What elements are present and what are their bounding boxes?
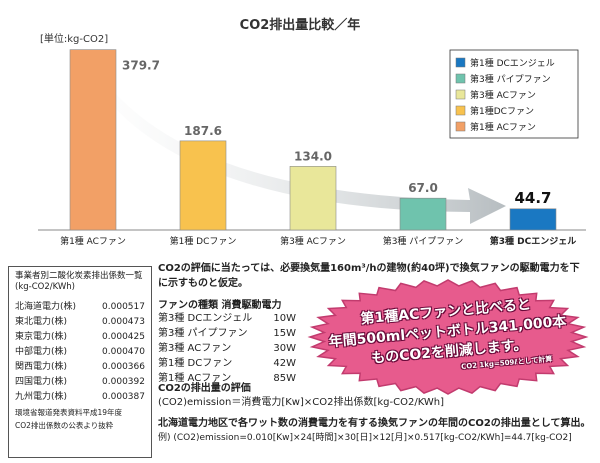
coef-table-unit: (kg-CO2/KWh) bbox=[15, 282, 75, 293]
coef-row: 四国電力(株) 0.000392 bbox=[15, 375, 145, 390]
reduction-callout: 第1種ACファンと比べると 年間500mlペットボトル341,000本 ものCO… bbox=[306, 276, 590, 398]
bar-1 bbox=[179, 140, 227, 231]
coef-row: 東北電力(株) 0.000473 bbox=[15, 315, 145, 330]
coef-table-title: 事業者別二酸化炭素排出係数一覧 bbox=[15, 271, 143, 281]
legend-swatch-0 bbox=[455, 57, 466, 68]
callout-burst-shape bbox=[307, 279, 589, 395]
power-row: 第3種 パイプファン 15W bbox=[158, 326, 296, 341]
fan-power: 85W bbox=[273, 373, 296, 384]
data-label-3: 67.0 bbox=[408, 181, 438, 195]
power-row: 第1種 ACファン 85W bbox=[158, 371, 296, 386]
legend-entry-0: 第1種 DCエンジェル bbox=[470, 57, 555, 69]
legend-swatch-1 bbox=[455, 73, 466, 84]
legend-entry-2: 第3種 ACファン bbox=[470, 89, 536, 101]
bar-3 bbox=[399, 197, 447, 231]
coef-row: 関西電力(株) 0.000366 bbox=[15, 360, 145, 375]
coef-value: 0.000387 bbox=[102, 391, 145, 402]
coef-company: 四国電力(株) bbox=[15, 376, 68, 387]
emission-coefficient-table: 事業者別二酸化炭素排出係数一覧 (kg-CO2/KWh) 北海道電力(株) 0.0… bbox=[8, 266, 152, 458]
coef-company: 東京電力(株) bbox=[15, 331, 68, 342]
coef-row: 九州電力(株) 0.000387 bbox=[15, 390, 145, 405]
power-row: 第3種 ACファン 30W bbox=[158, 341, 296, 356]
coef-value: 0.000425 bbox=[102, 331, 145, 342]
fan-type: 第3種 ACファン bbox=[158, 343, 232, 354]
data-label-2: 134.0 bbox=[294, 149, 332, 163]
legend-swatch-2 bbox=[455, 89, 466, 100]
power-row: 第1種 DCファン 42W bbox=[158, 356, 296, 371]
x-tick-label-2: 第3種 ACファン bbox=[280, 235, 346, 247]
coef-row: 中部電力(株) 0.000470 bbox=[15, 345, 145, 360]
x-tick-label-1: 第1種 DCファン bbox=[170, 235, 237, 247]
coef-note-1: 環境省報道発表資料平成19年度 bbox=[15, 407, 123, 417]
fan-power: 10W bbox=[273, 313, 296, 324]
x-tick-label-4: 第3種 DCエンジェル bbox=[490, 235, 576, 247]
fan-type: 第1種 ACファン bbox=[158, 373, 232, 384]
coef-value: 0.000473 bbox=[102, 316, 145, 327]
bar-4 bbox=[509, 208, 557, 231]
coef-value: 0.000392 bbox=[102, 376, 145, 387]
legend-entry-1: 第3種 パイプファン bbox=[470, 73, 551, 85]
coef-value: 0.000366 bbox=[102, 361, 145, 372]
coef-company: 東北電力(株) bbox=[15, 316, 68, 327]
fan-power: 15W bbox=[273, 328, 296, 339]
bar-0 bbox=[69, 49, 117, 231]
coef-company: 北海道電力(株) bbox=[15, 301, 77, 312]
fan-power: 42W bbox=[273, 358, 296, 369]
legend-swatch-3 bbox=[455, 105, 466, 116]
assumption-description: CO2の評価に当たっては、必要換気量160m³/hの建物(約40坪)で換気ファン… bbox=[158, 263, 580, 289]
chart-title: CO2排出量比較／年 bbox=[239, 18, 361, 33]
coef-row: 北海道電力(株) 0.000517 bbox=[15, 300, 145, 315]
power-table-title: ファンの種類 消費駆動電力 bbox=[158, 300, 282, 311]
legend-swatch-4 bbox=[455, 121, 466, 132]
bar-2 bbox=[289, 166, 337, 231]
fan-type: 第3種 パイプファン bbox=[158, 328, 248, 339]
x-tick-label-3: 第3種 パイプファン bbox=[383, 235, 464, 247]
legend-box bbox=[449, 49, 579, 139]
power-row: 第3種 DCエンジェル 10W bbox=[158, 311, 296, 326]
fan-type: 第1種 DCファン bbox=[158, 358, 233, 369]
evaluation-formula: (CO2)emission＝消費電力[Kw]×CO2排出係数[kg-CO2/KW… bbox=[158, 397, 445, 408]
data-label-0: 379.7 bbox=[122, 59, 160, 73]
coef-row: 東京電力(株) 0.000425 bbox=[15, 330, 145, 345]
legend-entry-3: 第1種DCファン bbox=[470, 105, 534, 117]
coef-note-2: CO2排出係数の公表より抜粋 bbox=[15, 421, 114, 431]
data-label-1: 187.6 bbox=[184, 124, 222, 138]
calculation-example: 例) (CO2)emission=0.010[Kw]×24[時間]×30[日]×… bbox=[158, 433, 572, 443]
legend-entry-4: 第1種 ACファン bbox=[470, 121, 536, 133]
evaluation-title: CO2の排出量の評価 bbox=[158, 383, 251, 394]
coef-value: 0.000517 bbox=[102, 301, 145, 312]
power-table: 第3種 DCエンジェル 10W 第3種 パイプファン 15W 第3種 ACファン 30W 第… bbox=[158, 311, 296, 386]
decreasing-trend-arrow bbox=[70, 40, 506, 224]
coef-company: 関西電力(株) bbox=[15, 361, 68, 372]
data-label-4: 44.7 bbox=[514, 189, 551, 207]
fan-power: 30W bbox=[273, 343, 296, 354]
x-tick-label-0: 第1種 ACファン bbox=[60, 235, 126, 247]
unit-label: [単位:kg-CO2] bbox=[40, 34, 109, 45]
coef-company: 中部電力(株) bbox=[15, 346, 68, 357]
coef-company: 九州電力(株) bbox=[15, 391, 68, 402]
calculation-basis-text: 北海道電力地区で各ワット数の消費電力を有する換気ファンの年間のCO2の排出量とし… bbox=[158, 418, 591, 429]
coef-value: 0.000470 bbox=[102, 346, 145, 357]
fan-type: 第3種 DCエンジェル bbox=[158, 313, 253, 324]
